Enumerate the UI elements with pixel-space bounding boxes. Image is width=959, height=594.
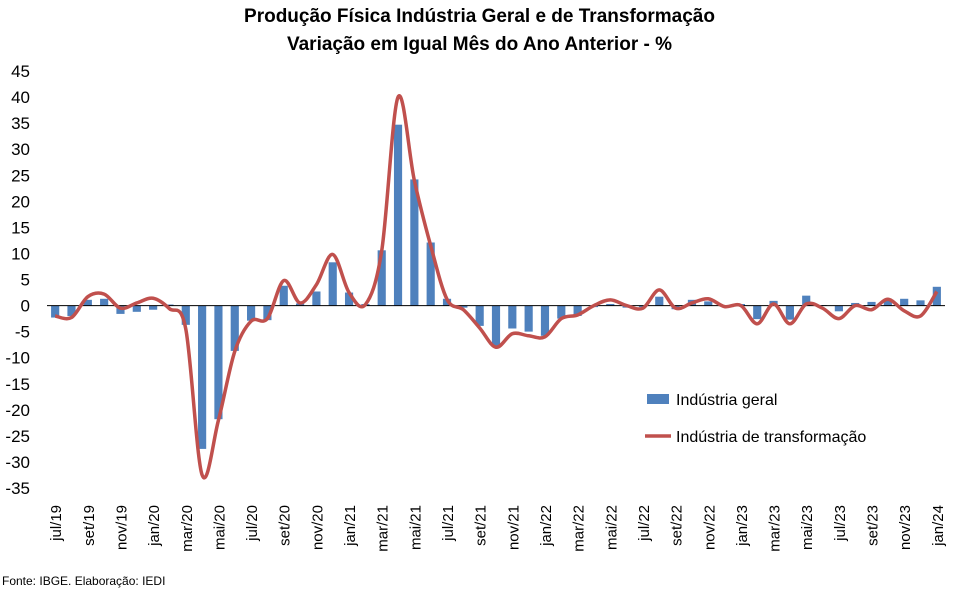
bar (704, 301, 713, 306)
series-line (54, 94, 939, 480)
y-tick-label: 0 (21, 297, 30, 316)
bar (557, 305, 566, 319)
x-tick-label: set/22 (669, 505, 686, 546)
x-tick-label: mar/22 (571, 505, 588, 552)
y-tick-label: -25 (5, 427, 30, 446)
bar (426, 242, 435, 306)
bar (867, 301, 876, 306)
bar (83, 299, 92, 306)
bar (475, 305, 484, 326)
bar (51, 305, 60, 318)
y-tick-label: 15 (11, 218, 30, 237)
y-tick-label: -15 (5, 375, 30, 394)
bar (753, 305, 762, 320)
x-tick-label: nov/19 (114, 505, 131, 550)
bar (312, 291, 321, 306)
x-tick-label: jul/20 (244, 505, 261, 542)
x-tick-label: jul/23 (832, 505, 849, 542)
bar (230, 305, 239, 351)
bar (606, 303, 615, 306)
legend-label-industria-transformacao: Indústria de transformação (676, 429, 866, 446)
bar (655, 296, 664, 306)
x-axis-tick-labels: jul/19 set/19 nov/19 jan/20 mar/20 mai/20 jul/… (48, 505, 947, 552)
bar (459, 305, 468, 308)
y-tick-label: -30 (5, 453, 30, 472)
bar (100, 298, 109, 306)
legend-swatch-industria-geral (647, 394, 669, 404)
x-tick-label: jan/21 (342, 505, 359, 547)
x-tick-label: jan/24 (930, 505, 947, 547)
y-tick-label: 45 (11, 62, 30, 81)
x-tick-label: jan/23 (734, 505, 751, 547)
bar (900, 298, 909, 306)
bar (508, 305, 517, 329)
y-tick-label: 25 (11, 166, 30, 185)
x-tick-label: nov/22 (701, 505, 718, 550)
bar (573, 305, 582, 316)
bar (165, 304, 174, 306)
bar (328, 262, 337, 306)
bar (198, 305, 207, 449)
bar (344, 292, 354, 306)
bar (67, 305, 76, 316)
y-tick-label: 5 (21, 271, 30, 290)
x-tick-label: nov/23 (897, 505, 914, 550)
x-tick-label: jan/22 (538, 505, 555, 547)
bar (214, 305, 223, 420)
bar (883, 300, 892, 306)
bar (263, 305, 272, 321)
x-tick-label: nov/20 (309, 505, 326, 550)
bar-series-industria-geral (51, 124, 941, 449)
y-tick-label: -5 (15, 323, 30, 342)
bar (932, 286, 941, 306)
x-tick-label: mai/21 (407, 505, 424, 550)
y-tick-label: 40 (11, 88, 30, 107)
x-tick-label: mai/20 (211, 505, 228, 550)
y-tick-label: 10 (11, 244, 30, 263)
bar (279, 285, 288, 306)
bar (181, 305, 190, 325)
bar (524, 305, 533, 332)
bar (491, 305, 501, 346)
y-tick-label: -35 (5, 479, 30, 498)
bar (149, 305, 158, 310)
bar (247, 305, 256, 321)
x-tick-label: set/21 (473, 505, 490, 546)
y-tick-label: 20 (11, 192, 30, 211)
x-tick-label: jan/20 (146, 505, 163, 547)
x-tick-label: mar/23 (767, 505, 784, 552)
x-tick-label: set/20 (277, 505, 294, 546)
bar (802, 295, 811, 306)
source-note: Fonte: IBGE. Elaboração: IEDI (2, 574, 166, 588)
x-tick-label: mai/23 (799, 505, 816, 550)
y-tick-label: 30 (11, 140, 30, 159)
x-tick-label: nov/21 (505, 505, 522, 550)
y-tick-label: -10 (5, 349, 30, 368)
x-tick-label: jul/21 (440, 505, 457, 542)
bar (393, 124, 403, 306)
line-series-industria-transformacao (54, 94, 939, 480)
bar (377, 250, 386, 306)
x-tick-label: mai/22 (603, 505, 620, 550)
x-tick-label: mar/20 (179, 505, 196, 552)
legend-label-industria-geral: Indústria geral (676, 392, 777, 409)
y-tick-label: 35 (11, 114, 30, 133)
x-tick-label: mar/21 (375, 505, 392, 552)
bar (916, 300, 925, 306)
x-tick-label: set/19 (81, 505, 98, 546)
bar (785, 305, 794, 320)
x-tick-label: jul/19 (48, 505, 65, 542)
bar (410, 179, 419, 306)
x-tick-label: jul/22 (636, 505, 653, 542)
bar (834, 305, 843, 312)
bar (540, 305, 550, 336)
y-axis: 45 40 35 30 25 20 15 10 5 0 -5 -10 -15 -20 -25 -30 -35 (5, 62, 30, 498)
legend: Indústria geral Indústria de transformaç… (645, 392, 866, 446)
y-tick-label: -20 (5, 401, 30, 420)
chart-title: Produção Física Indústria Geral e de Tra… (244, 6, 715, 27)
bar (132, 305, 141, 312)
x-tick-label: set/23 (865, 505, 882, 546)
chart-subtitle: Variação em Igual Mês do Ano Anterior - … (286, 34, 672, 55)
